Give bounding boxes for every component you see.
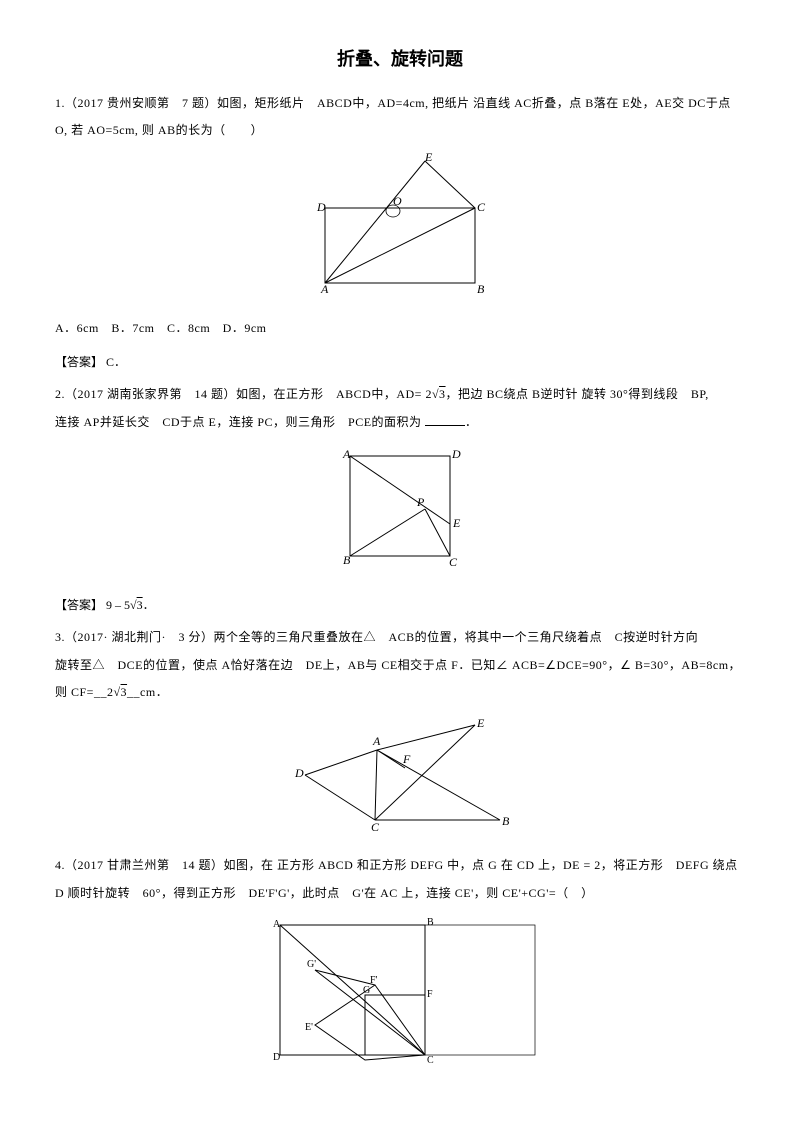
svg-text:D: D xyxy=(294,766,304,780)
figure-1: A B C D E O xyxy=(55,153,745,307)
svg-text:B: B xyxy=(343,553,351,567)
p2-answer-b: ． xyxy=(143,598,155,612)
svg-text:B: B xyxy=(427,917,434,928)
svg-text:A: A xyxy=(320,282,329,296)
svg-text:E: E xyxy=(476,716,485,730)
svg-text:C: C xyxy=(477,200,486,214)
p2-answer-a: 【答案】 9 – 5 xyxy=(55,598,130,612)
svg-text:B: B xyxy=(477,282,485,296)
p3-text-a: 3.（2017· 湖北荆门· 3 分）两个全等的三角尺重叠放在△ ACB的位置，… xyxy=(55,630,698,644)
sqrt-symbol-2: √ xyxy=(130,598,137,612)
problem-1-options: A．6cm B．7cm C．8cm D．9cm xyxy=(55,315,745,343)
p2-text-d: ． xyxy=(465,415,478,429)
problem-1-answer: 【答案】 C． xyxy=(55,349,745,375)
svg-text:A: A xyxy=(372,734,381,748)
blank-fill xyxy=(425,412,465,426)
problem-2-answer: 【答案】 9 – 5√3． xyxy=(55,592,745,618)
svg-text:C: C xyxy=(449,555,458,569)
svg-text:O: O xyxy=(393,194,402,208)
problem-2-text: 2.（2017 湖南张家界第 14 题）如图，在正方形 ABCD中，AD= 2√… xyxy=(55,381,745,436)
svg-text:E: E xyxy=(424,153,433,164)
svg-text:P: P xyxy=(416,495,425,509)
problem-3-text: 3.（2017· 湖北荆门· 3 分）两个全等的三角尺重叠放在△ ACB的位置，… xyxy=(55,624,745,707)
svg-text:D: D xyxy=(316,200,326,214)
svg-text:E: E xyxy=(452,516,461,530)
svg-text:G: G xyxy=(363,985,370,996)
svg-text:C: C xyxy=(427,1055,434,1065)
svg-text:B: B xyxy=(502,814,510,828)
svg-text:F: F xyxy=(427,989,433,1000)
page-title: 折叠、旋转问题 xyxy=(55,40,745,80)
svg-text:D: D xyxy=(273,1052,280,1063)
svg-text:A: A xyxy=(273,919,281,930)
p3-text-d: __cm． xyxy=(127,685,168,699)
problem-4-text: 4.（2017 甘肃兰州第 14 题）如图，在 正方形 ABCD 和正方形 DE… xyxy=(55,852,745,907)
svg-text:E': E' xyxy=(305,1022,313,1033)
p2-text-b: ，把边 BC绕点 B逆时针 旋转 30°得到线段 BP, xyxy=(446,387,709,401)
problem-1-text: 1.（2017 贵州安顺第 7 题）如图，矩形纸片 ABCD中，AD=4cm, … xyxy=(55,90,745,145)
sqrt-symbol: √ xyxy=(432,387,439,401)
p2-text-a: 2.（2017 湖南张家界第 14 题）如图，在正方形 ABCD中，AD= 2 xyxy=(55,387,432,401)
p3-text-c: 则 CF=__2 xyxy=(55,685,113,699)
figure-4: A B D C G F G' F' E' xyxy=(55,915,745,1074)
svg-text:A: A xyxy=(342,447,351,461)
figure-3: A B C D E F xyxy=(55,715,745,844)
p2-text-c: 连接 AP并延长交 CD于点 E，连接 PC，则三角形 PCE的面积为 xyxy=(55,415,425,429)
svg-text:D: D xyxy=(451,447,461,461)
svg-text:G': G' xyxy=(307,959,316,970)
svg-text:F: F xyxy=(402,752,411,766)
p3-text-b: 旋转至△ DCE的位置，使点 A恰好落在边 DE上，AB与 CE相交于点 F．已… xyxy=(55,658,741,672)
sqrt-symbol-3: √ xyxy=(113,685,120,699)
svg-text:F': F' xyxy=(370,975,378,986)
figure-2: A D B C P E xyxy=(55,444,745,583)
svg-text:C: C xyxy=(371,820,380,834)
